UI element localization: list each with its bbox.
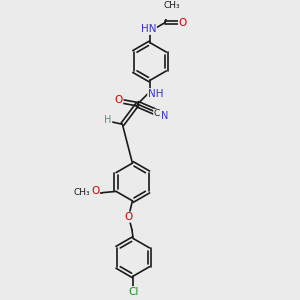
Text: H: H: [104, 116, 112, 125]
Text: HN: HN: [141, 24, 157, 34]
Text: O: O: [91, 186, 99, 197]
Text: O: O: [125, 212, 133, 222]
Text: N: N: [161, 111, 168, 121]
Text: C: C: [154, 109, 160, 118]
Text: CH₃: CH₃: [163, 1, 180, 10]
Text: Cl: Cl: [128, 287, 138, 297]
Text: CH₃: CH₃: [74, 188, 91, 197]
Text: NH: NH: [148, 88, 163, 99]
Text: O: O: [115, 95, 123, 105]
Text: O: O: [178, 18, 187, 28]
